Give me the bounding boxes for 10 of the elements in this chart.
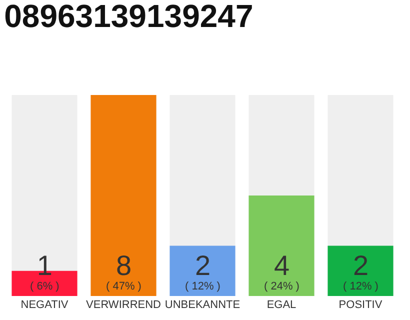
chart-title: 08963139139247 — [4, 0, 254, 34]
data-label: 8 ( 47% ) — [106, 250, 142, 292]
data-label: 4 ( 24% ) — [264, 250, 300, 292]
x-tick-label: EGAL — [266, 299, 296, 311]
x-tick-label: UNBEKANNTE — [164, 299, 240, 311]
x-tick-label: VERWIRREND — [86, 299, 162, 311]
x-tick-label: NEGATIV — [20, 299, 69, 311]
data-label: 2 ( 12% ) — [185, 250, 220, 292]
data-label: 2 ( 12% ) — [343, 250, 378, 292]
x-tick-label: POSITIV — [338, 299, 383, 311]
